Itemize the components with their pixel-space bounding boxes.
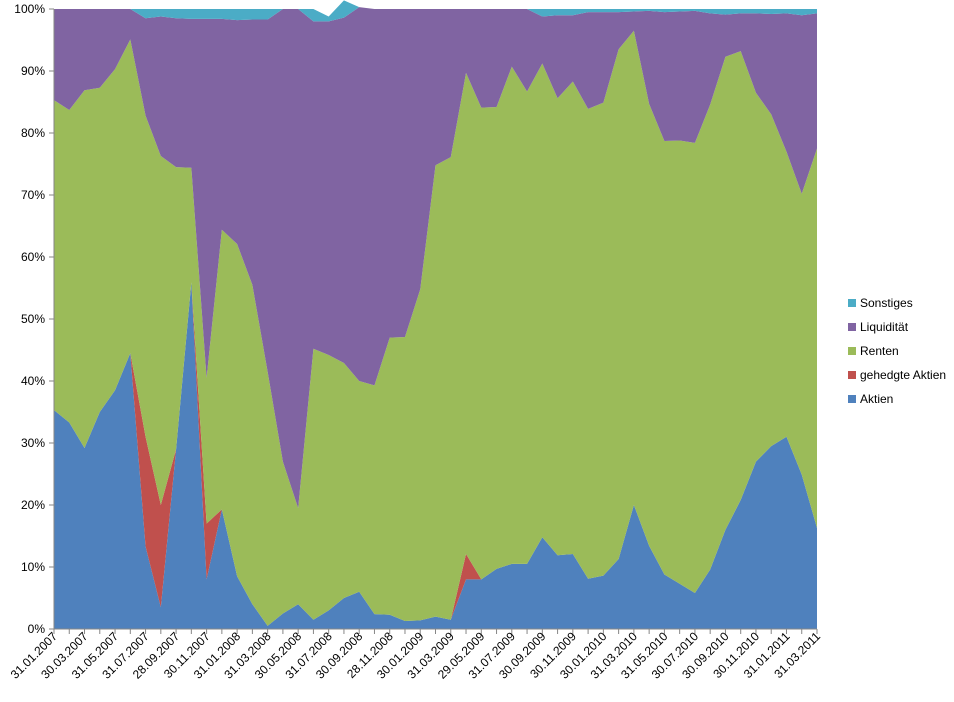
y-tick-label: 70% — [21, 188, 45, 202]
y-tick-label: 0% — [28, 622, 46, 636]
y-tick-label: 30% — [21, 436, 45, 450]
y-tick-label: 100% — [14, 2, 45, 16]
y-tick-label: 10% — [21, 560, 45, 574]
area-renten — [54, 30, 817, 626]
axes — [49, 8, 818, 634]
area-layers — [54, 0, 817, 629]
area-aktien — [54, 282, 817, 629]
legend-label-gehedgte-aktien: gehedgte Aktien — [860, 368, 946, 382]
y-tick-label: 40% — [21, 374, 45, 388]
legend: Sonstiges Liquidität Renten gehedgte Aktien… — [848, 296, 946, 406]
legend-swatch-gehedgte-aktien — [848, 371, 856, 379]
legend-swatch-liquidit-t — [848, 323, 856, 331]
legend-swatch-aktien — [848, 395, 856, 403]
y-tick-label: 60% — [21, 250, 45, 264]
y-tick-label: 20% — [21, 498, 45, 512]
area-sonstiges — [54, 0, 817, 22]
legend-label-liquidit-t: Liquidität — [860, 320, 909, 334]
x-tick-labels: 31.01.200730.03.200731.05.200731.07.2007… — [8, 629, 824, 682]
area-liquidit-t — [54, 7, 817, 509]
y-tick-label: 90% — [21, 64, 45, 78]
legend-swatch-sonstiges — [848, 299, 856, 307]
legend-label-renten: Renten — [860, 344, 899, 358]
y-tick-label: 80% — [21, 126, 45, 140]
legend-label-aktien: Aktien — [860, 392, 893, 406]
y-tick-labels: 0% 10% 20% 30% 40% 50% 60% 70% 80% 90% 100% — [14, 2, 45, 636]
legend-swatch-renten — [848, 347, 856, 355]
y-tick-label: 50% — [21, 312, 45, 326]
legend-label-sonstiges: Sonstiges — [860, 296, 913, 310]
